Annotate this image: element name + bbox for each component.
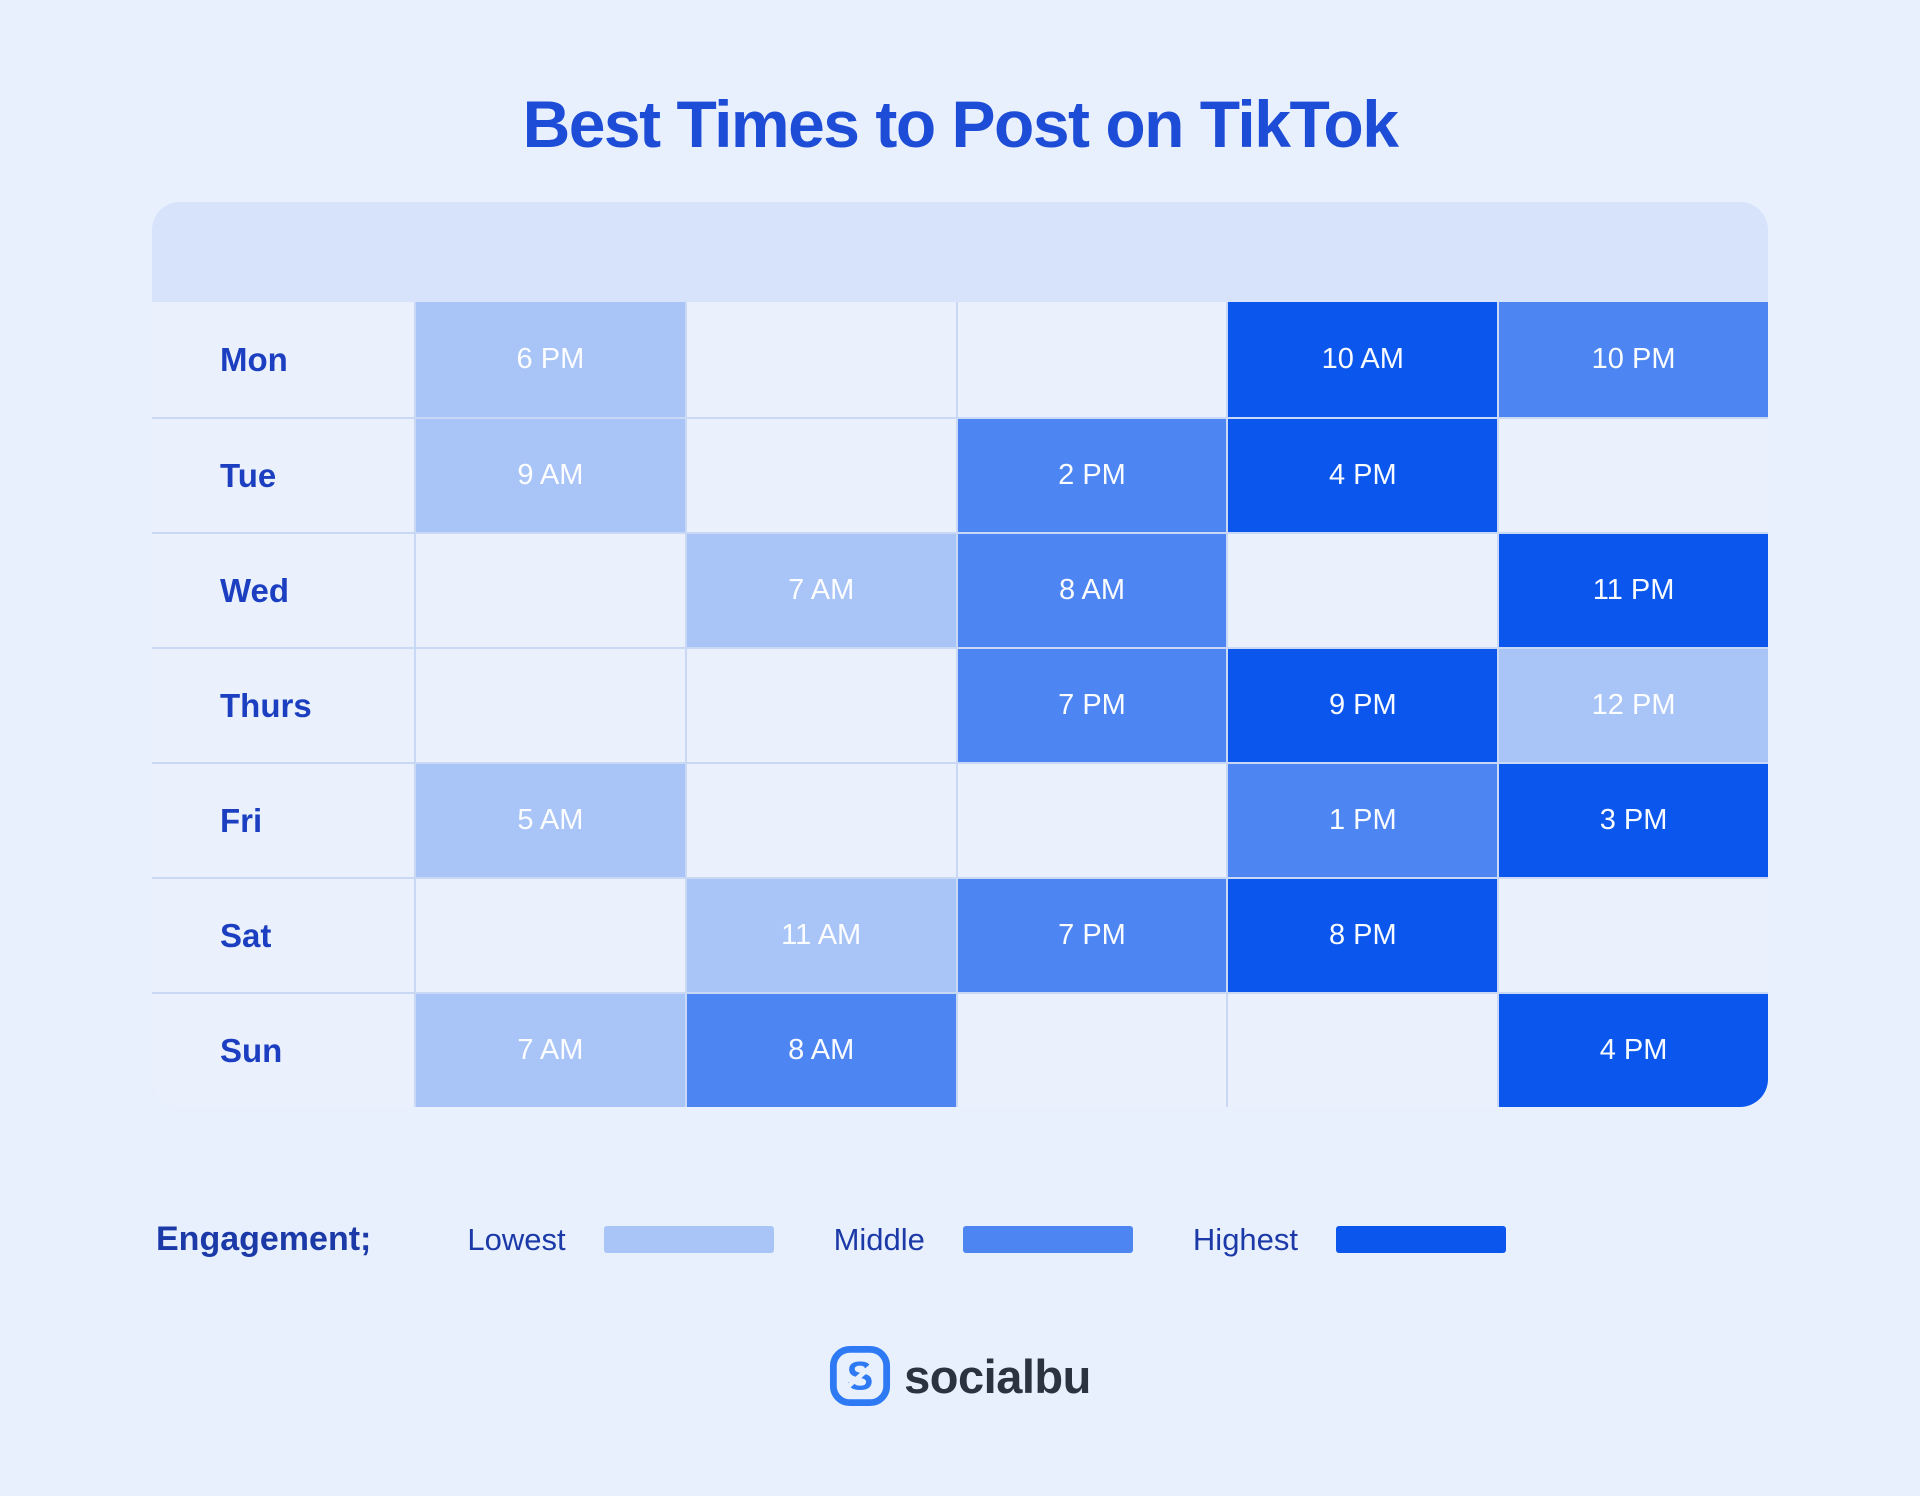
legend-label-lowest: Lowest	[467, 1221, 566, 1257]
legend-swatch-middle	[962, 1226, 1133, 1253]
empty-cell	[414, 647, 685, 762]
empty-cell	[414, 532, 685, 647]
day-label-mon: Mon	[152, 302, 414, 417]
day-label-thurs: Thurs	[152, 647, 414, 762]
engagement-legend: Engagement; Lowest Middle Highest	[156, 1220, 1920, 1259]
time-cell-highest: 11 PM	[1497, 532, 1768, 647]
socialbu-logo-icon: S	[830, 1345, 891, 1407]
heatmap-header-band	[152, 202, 1768, 302]
time-cell-middle: 8 AM	[955, 532, 1227, 647]
time-cell-middle: 10 PM	[1497, 302, 1768, 417]
time-cell-lowest: 11 AM	[684, 877, 956, 992]
empty-cell	[684, 762, 956, 877]
brand-footer: S socialbu	[0, 1345, 1920, 1407]
legend-item-middle: Middle	[834, 1222, 1193, 1258]
page-title: Best Times to Post on TikTok	[522, 87, 1399, 161]
empty-cell	[414, 877, 685, 992]
time-cell-middle: 8 AM	[684, 992, 956, 1107]
legend-label-middle: Middle	[833, 1221, 925, 1257]
empty-cell	[955, 302, 1227, 417]
legend-item-lowest: Lowest	[467, 1222, 833, 1258]
day-label-wed: Wed	[152, 532, 414, 647]
time-cell-lowest: 5 AM	[414, 762, 685, 877]
time-cell-lowest: 6 PM	[414, 302, 685, 417]
time-cell-lowest: 7 AM	[414, 992, 685, 1107]
time-cell-highest: 8 PM	[1226, 877, 1498, 992]
time-cell-middle: 7 PM	[955, 877, 1227, 992]
day-label-tue: Tue	[152, 417, 414, 532]
time-cell-highest: 3 PM	[1497, 762, 1768, 877]
empty-cell	[684, 417, 956, 532]
empty-cell	[955, 992, 1227, 1107]
day-label-sun: Sun	[152, 992, 414, 1107]
empty-cell	[1497, 417, 1768, 532]
day-label-sat: Sat	[152, 877, 414, 992]
day-label-fri: Fri	[152, 762, 414, 877]
time-cell-middle: 7 PM	[955, 647, 1227, 762]
legend-item-highest: Highest	[1193, 1222, 1566, 1258]
legend-label-highest: Highest	[1192, 1221, 1299, 1257]
heatmap-grid: Mon 6 PM 10 AM 10 PM Tue 9 AM 2 PM 4 PM Wed 7 AM 8…	[152, 302, 1768, 1107]
brand-name: socialbu	[904, 1349, 1091, 1403]
time-cell-highest: 9 PM	[1226, 647, 1498, 762]
empty-cell	[684, 647, 956, 762]
time-cell-highest: 10 AM	[1226, 302, 1498, 417]
empty-cell	[684, 302, 956, 417]
time-cell-middle: 2 PM	[955, 417, 1227, 532]
legend-swatch-highest	[1336, 1226, 1507, 1253]
empty-cell	[1226, 992, 1498, 1107]
legend-swatch-lowest	[603, 1226, 774, 1253]
time-cell-highest: 4 PM	[1226, 417, 1498, 532]
empty-cell	[1226, 532, 1498, 647]
heatmap-card: Mon 6 PM 10 AM 10 PM Tue 9 AM 2 PM 4 PM Wed 7 AM 8…	[152, 202, 1768, 1107]
empty-cell	[955, 762, 1227, 877]
time-cell-lowest: 12 PM	[1497, 647, 1768, 762]
time-cell-lowest: 9 AM	[414, 417, 685, 532]
legend-title: Engagement;	[156, 1220, 372, 1258]
time-cell-highest: 4 PM	[1497, 992, 1768, 1107]
time-cell-lowest: 7 AM	[684, 532, 956, 647]
time-cell-middle: 1 PM	[1226, 762, 1498, 877]
empty-cell	[1497, 877, 1768, 992]
